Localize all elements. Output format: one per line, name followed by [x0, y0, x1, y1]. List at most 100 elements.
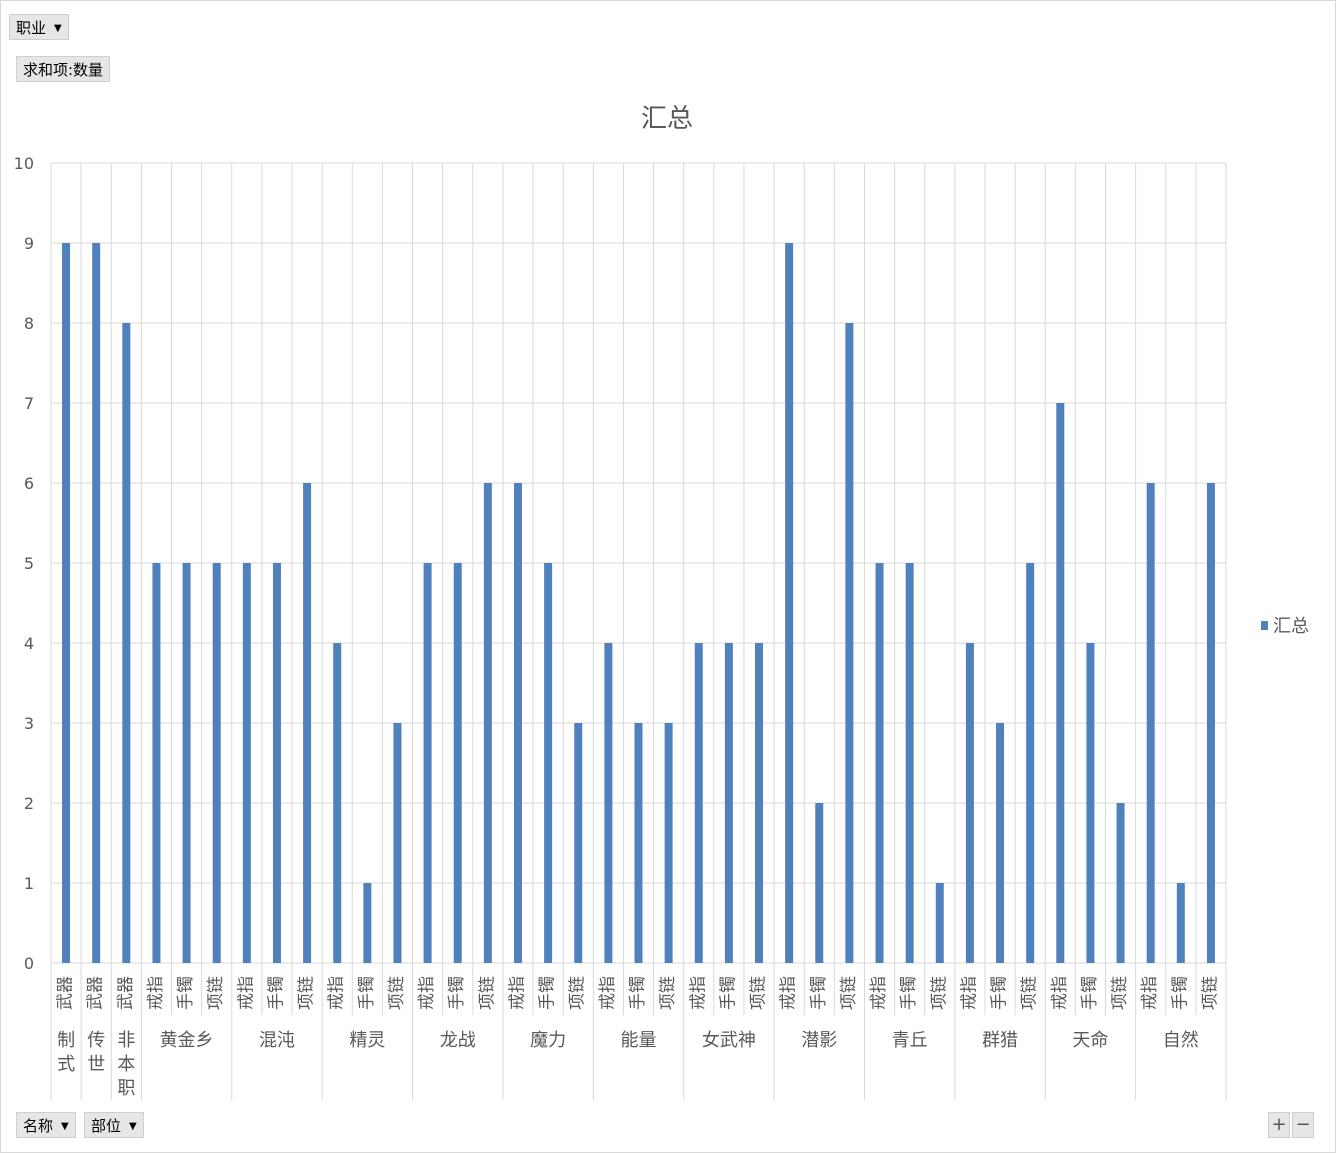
bar: [1116, 803, 1125, 963]
group-label: 精灵: [349, 1030, 385, 1051]
minus-icon: −: [1295, 1114, 1311, 1135]
x-tick-label: 戒指: [688, 976, 708, 1010]
bar: [785, 243, 794, 963]
bar: [152, 563, 161, 963]
x-tick-label: 武器: [86, 976, 106, 1010]
axis-field-label: 部位: [91, 1117, 122, 1135]
group-label: 潜影: [801, 1030, 837, 1051]
x-tick-label: 手镯: [809, 976, 829, 1010]
legend-label: 汇总: [1273, 616, 1309, 637]
y-tick-label: 1: [24, 874, 34, 893]
x-tick-label: 戒指: [507, 976, 527, 1010]
bar: [845, 323, 854, 963]
x-tick-label: 手镯: [628, 976, 648, 1010]
x-tick-label: 项链: [749, 976, 769, 1010]
x-tick-label: 手镯: [1080, 976, 1100, 1010]
bar: [1056, 403, 1065, 963]
x-tick-label: 项链: [387, 976, 407, 1010]
bar: [212, 563, 221, 963]
group-label: 制: [57, 1030, 75, 1051]
x-tick-label: 项链: [297, 976, 317, 1010]
x-tick-label: 项链: [477, 976, 497, 1010]
x-tick-label: 项链: [929, 976, 949, 1010]
group-label: 天命: [1072, 1030, 1108, 1051]
value-field-button[interactable]: 求和项:数量: [16, 56, 111, 82]
dropdown-arrow-icon: ▼: [54, 22, 62, 34]
axis-field-button-name[interactable]: 名称 ▼: [16, 1112, 76, 1138]
bar: [363, 883, 372, 963]
bar: [423, 563, 432, 963]
group-label: 世: [87, 1054, 105, 1075]
y-tick-label: 10: [14, 154, 34, 173]
bar: [905, 563, 914, 963]
bar: [122, 323, 131, 963]
x-tick-label: 戒指: [779, 976, 799, 1010]
y-tick-label: 6: [24, 474, 34, 493]
axis-field-button-part[interactable]: 部位 ▼: [84, 1112, 144, 1138]
x-tick-label: 手镯: [266, 976, 286, 1010]
bar: [965, 643, 974, 963]
bar: [1176, 883, 1185, 963]
x-tick-label: 戒指: [327, 976, 347, 1010]
bar: [303, 483, 312, 963]
filter-button-profession[interactable]: 职业 ▼: [9, 14, 69, 40]
bar: [574, 723, 583, 963]
bar: [483, 483, 492, 963]
x-tick-label: 手镯: [538, 976, 558, 1010]
x-tick-label: 手镯: [1170, 976, 1190, 1010]
x-tick-label: 武器: [56, 976, 76, 1010]
bar: [182, 563, 191, 963]
x-tick-label: 项链: [1200, 976, 1220, 1010]
bar: [724, 643, 733, 963]
collapse-button[interactable]: −: [1292, 1112, 1314, 1138]
bar: [694, 643, 703, 963]
bar: [272, 563, 281, 963]
group-label: 青丘: [892, 1030, 928, 1051]
x-tick-label: 戒指: [236, 976, 256, 1010]
group-label: 女武神: [702, 1030, 756, 1051]
axis-field-label: 名称: [23, 1117, 54, 1135]
bar: [1086, 643, 1095, 963]
y-tick-label: 8: [24, 314, 34, 333]
x-tick-label: 戒指: [869, 976, 889, 1010]
bar: [92, 243, 101, 963]
bar: [393, 723, 402, 963]
legend-swatch: [1261, 621, 1268, 630]
bar: [875, 563, 884, 963]
y-tick-label: 0: [24, 954, 34, 973]
bar: [935, 883, 944, 963]
bar: [333, 643, 342, 963]
group-label: 非: [117, 1030, 135, 1051]
group-label: 传: [87, 1030, 105, 1051]
bar: [634, 723, 643, 963]
group-label: 职: [117, 1078, 135, 1099]
y-tick-label: 4: [24, 634, 34, 653]
group-label: 魔力: [530, 1030, 566, 1051]
bar: [544, 563, 553, 963]
x-tick-label: 项链: [1020, 976, 1040, 1010]
y-tick-label: 7: [24, 394, 34, 413]
plus-icon: +: [1271, 1114, 1287, 1135]
group-label: 混沌: [259, 1030, 295, 1051]
y-tick-label: 2: [24, 794, 34, 813]
dropdown-arrow-icon: ▼: [129, 1120, 137, 1132]
x-tick-label: 戒指: [959, 976, 979, 1010]
bar: [604, 643, 613, 963]
x-tick-label: 戒指: [417, 976, 437, 1010]
group-label: 群猎: [982, 1030, 1018, 1051]
bar: [815, 803, 824, 963]
group-label: 黄金乡: [160, 1030, 214, 1051]
x-tick-label: 项链: [1110, 976, 1130, 1010]
x-tick-label: 手镯: [447, 976, 467, 1010]
x-tick-label: 手镯: [357, 976, 377, 1010]
y-tick-label: 3: [24, 714, 34, 733]
bar: [1206, 483, 1215, 963]
x-tick-label: 戒指: [598, 976, 618, 1010]
x-tick-label: 手镯: [718, 976, 738, 1010]
x-tick-label: 项链: [568, 976, 588, 1010]
expand-button[interactable]: +: [1268, 1112, 1290, 1138]
x-tick-label: 戒指: [1140, 976, 1160, 1010]
group-label: 自然: [1163, 1030, 1199, 1051]
bar: [755, 643, 764, 963]
